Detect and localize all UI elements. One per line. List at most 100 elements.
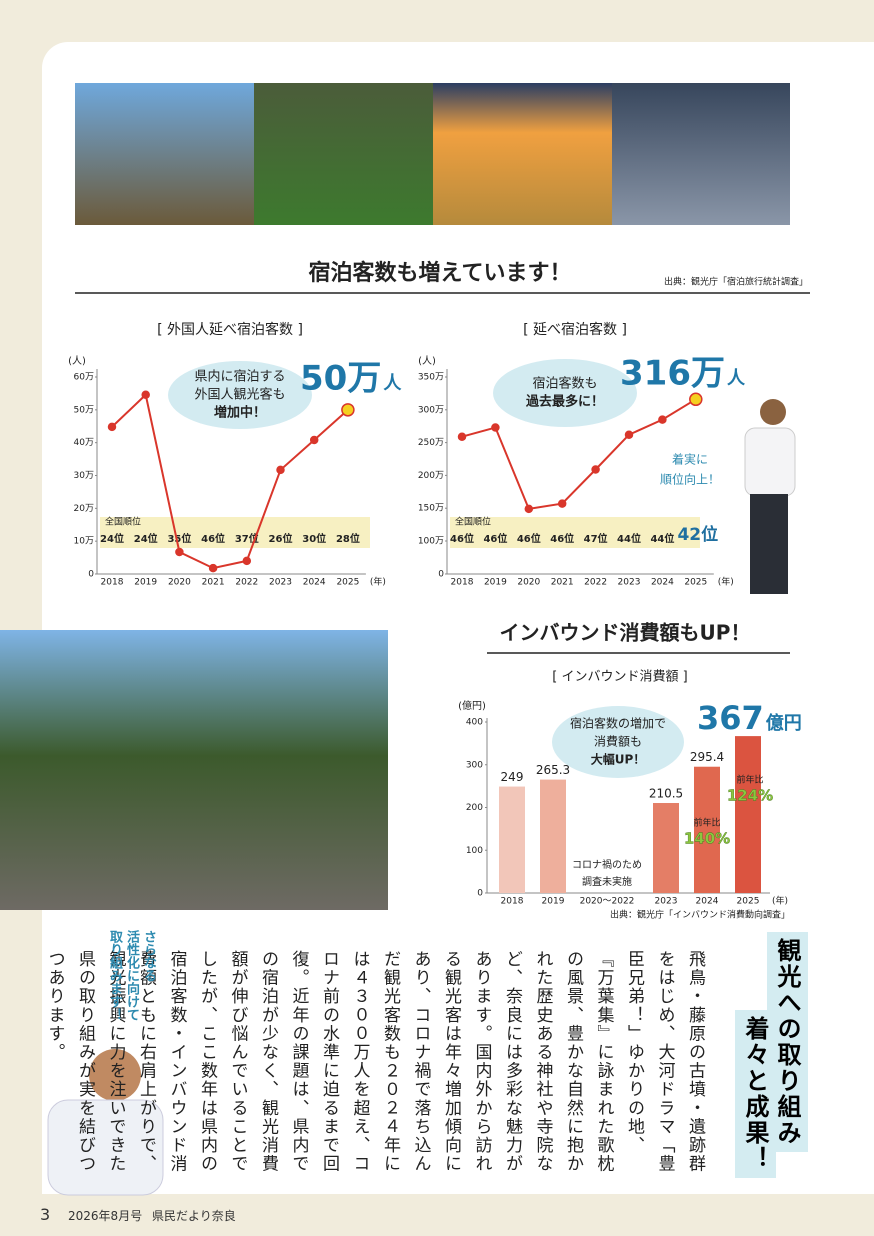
x-tick-label: 2018 xyxy=(501,897,524,907)
callout-text: 外国人観光客も xyxy=(194,387,285,403)
y-tick-label: 50万 xyxy=(74,405,94,415)
article-heading: 着々と成果！ xyxy=(735,1010,776,1178)
aside-line: 取り組みます！ xyxy=(107,930,122,1021)
data-point xyxy=(658,415,667,424)
data-point xyxy=(557,499,567,508)
rank-band xyxy=(100,517,370,548)
note: 着実に xyxy=(672,452,708,467)
data-point xyxy=(524,504,534,514)
aside-line: 活性化に向けて xyxy=(124,930,139,1021)
photo xyxy=(612,83,790,225)
y-tick-label: 150万 xyxy=(418,504,444,514)
y-tick-label: 300 xyxy=(466,760,483,770)
highlight-number: 50万 xyxy=(300,359,381,399)
highlight-number: 316万 xyxy=(620,354,725,394)
x-tick-label: 2022 xyxy=(235,578,258,588)
data-point xyxy=(457,432,467,441)
value-label: 249 xyxy=(501,770,524,784)
value-label: 210.5 xyxy=(649,787,683,801)
y-tick-label: 40万 xyxy=(74,438,94,448)
x-tick-label: 2018 xyxy=(451,578,474,588)
missing-note: コロナ禍のため xyxy=(572,858,642,871)
missing-note: 調査未実施 xyxy=(582,875,632,888)
growth-label: 140% xyxy=(684,830,730,848)
person xyxy=(744,399,796,594)
callout-bubble xyxy=(168,361,312,429)
y-tick-label: 200万 xyxy=(418,471,444,481)
y-tick-label: 0 xyxy=(477,889,483,899)
rank: 46位 xyxy=(483,532,507,545)
growth-prefix: 前年比 xyxy=(693,817,720,829)
highlight-number: 367 xyxy=(697,699,764,737)
data-point xyxy=(276,465,285,475)
y-tick-label: 300万 xyxy=(418,405,444,415)
y-tick-label: 30万 xyxy=(74,471,94,481)
growth-prefix: 前年比 xyxy=(736,774,763,786)
y-tick-label: 200 xyxy=(466,803,483,813)
chart-title: [ インバウンド消費額 ] xyxy=(552,670,687,685)
issue: 2026年8月号 xyxy=(68,1209,143,1223)
data-line xyxy=(111,392,349,570)
rank: 30位 xyxy=(302,532,326,545)
y-tick-label: 250万 xyxy=(418,438,444,448)
rank-band xyxy=(450,517,700,548)
x-tick-label: 2024 xyxy=(303,578,326,588)
callout-text: 大幅UP！ xyxy=(591,752,646,767)
x-tick-label: 2019 xyxy=(134,578,157,588)
bar xyxy=(735,736,761,893)
x-tick-label: 2020 xyxy=(517,578,540,588)
y-tick-label: 10万 xyxy=(74,537,94,547)
y-axis-label: (人) xyxy=(418,355,436,367)
rank: 46位 xyxy=(550,532,574,545)
x-tick-label: 2019 xyxy=(484,578,507,588)
rank-label: 全国順位 xyxy=(105,516,141,528)
article-body: 飛鳥・藤原の古墳・遺跡群をはじめ、大河ドラマ「豊臣兄弟！」ゆかりの地、『万葉集』… xyxy=(44,950,706,1174)
photo xyxy=(75,83,254,225)
x-tick-label: 2018 xyxy=(101,578,124,588)
rank: 24位 xyxy=(134,532,158,545)
rank: 24位 xyxy=(100,532,124,545)
photo xyxy=(254,83,433,225)
chart-title: [ 延べ宿泊客数 ] xyxy=(523,321,627,338)
y-tick-label: 100 xyxy=(466,846,483,856)
rank: 44位 xyxy=(650,532,674,545)
x-tick-label: 2023 xyxy=(655,897,678,907)
x-axis-label: (年) xyxy=(772,895,788,907)
data-point xyxy=(175,547,184,557)
bar xyxy=(499,786,525,893)
y-tick-label: 20万 xyxy=(74,504,94,514)
x-tick-label: 2021 xyxy=(551,578,574,588)
data-point xyxy=(141,390,150,399)
note: 順位向上！ xyxy=(660,472,720,487)
photo xyxy=(0,630,388,910)
aside: さらなる 活性化に向けて 取り組みます！ xyxy=(106,930,157,1040)
x-tick-label: 2023 xyxy=(269,578,292,588)
publication: 県民だより奈良 xyxy=(152,1209,236,1223)
y-tick-label: 60万 xyxy=(74,373,94,383)
y-axis-label: (人) xyxy=(68,355,86,367)
x-axis-label: (年) xyxy=(718,576,734,588)
rank: 37位 xyxy=(235,532,259,545)
person xyxy=(47,1049,164,1196)
data-point xyxy=(309,435,319,445)
data-point xyxy=(591,465,600,474)
x-tick-label: 2025 xyxy=(684,578,707,588)
callout-text: 宿泊客数も xyxy=(532,376,597,392)
growth-label: 124% xyxy=(727,787,773,805)
y-tick-label: 350万 xyxy=(418,373,444,383)
rank: 46位 xyxy=(450,532,474,545)
data-point xyxy=(341,403,355,417)
callout-text: 過去最多に！ xyxy=(525,394,604,410)
x-tick-label: 2024 xyxy=(651,578,674,588)
highlight-unit: 人 xyxy=(727,368,746,389)
data-point xyxy=(624,430,634,439)
rank: 44位 xyxy=(617,532,641,545)
x-tick-label: 2021 xyxy=(202,578,225,588)
data-point xyxy=(242,556,252,566)
x-tick-label: 2020 xyxy=(168,578,191,588)
highlight-unit: 人 xyxy=(383,373,402,394)
y-tick-label: 400 xyxy=(466,718,483,728)
rank: 35位 xyxy=(167,532,191,545)
bar xyxy=(540,779,566,893)
